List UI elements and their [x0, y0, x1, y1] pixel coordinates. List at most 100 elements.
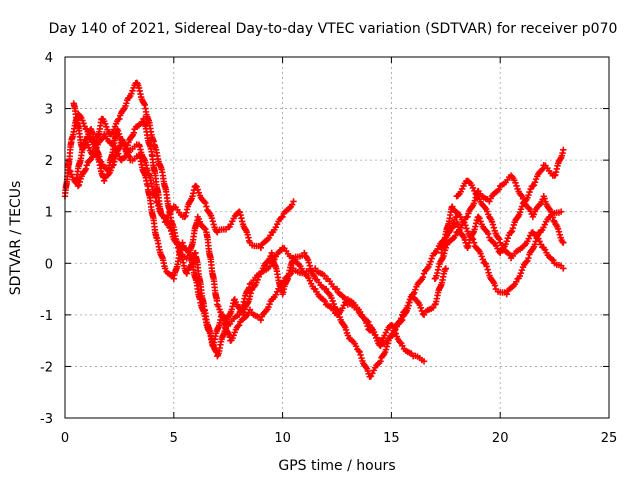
data-point-track-5	[541, 195, 548, 202]
data-point-track-3	[83, 162, 90, 169]
data-point-track-5	[556, 231, 564, 238]
data-point-track-3	[377, 358, 384, 365]
data-point-track-6	[449, 203, 456, 210]
y-axis-label: SDTVAR / TECUs	[8, 181, 24, 296]
y-tick-label: -3	[40, 412, 53, 427]
data-point-track-7	[503, 238, 510, 245]
data-point-track-4	[405, 299, 413, 306]
data-point-track-3	[258, 268, 266, 275]
data-point-track-4	[230, 332, 237, 339]
data-point-track-1	[202, 199, 209, 207]
data-point-track-1	[209, 218, 216, 225]
data-point-track-5	[508, 173, 516, 181]
data-point-track-6	[462, 222, 469, 229]
data-point-track-5	[560, 239, 567, 246]
data-point-track-7	[509, 224, 517, 232]
data-point-track-3	[306, 262, 313, 269]
data-point-track-3	[126, 153, 133, 161]
data-point-track-7	[476, 215, 483, 222]
data-point-track-5	[512, 179, 519, 187]
data-point-track-4	[83, 136, 90, 144]
data-point-track-5	[471, 197, 479, 204]
data-point-track-1	[290, 198, 297, 205]
data-point-track-7	[504, 234, 512, 242]
data-point-track-3	[382, 346, 390, 353]
data-point-track-2	[123, 100, 130, 107]
data-point-track-5	[555, 228, 563, 235]
data-point-track-3	[82, 165, 90, 173]
data-point-track-4	[419, 274, 427, 281]
data-point-track-7	[526, 188, 533, 196]
data-point-track-4	[389, 330, 396, 337]
data-point-track-2	[396, 339, 404, 346]
data-point-track-3	[66, 167, 73, 174]
data-point-track-4	[114, 127, 122, 135]
data-point-track-4	[167, 227, 175, 235]
data-point-track-7	[525, 191, 532, 199]
data-point-track-3	[100, 177, 108, 184]
data-point-track-6	[478, 253, 485, 260]
data-point-track-3	[305, 259, 313, 266]
data-point-track-4	[288, 268, 296, 276]
data-point-track-1	[257, 244, 265, 252]
data-point-track-7	[518, 203, 526, 210]
data-point-track-1	[279, 213, 286, 221]
data-point-track-3	[383, 343, 391, 350]
data-point-track-4	[130, 129, 137, 137]
data-point-track-6	[517, 270, 525, 277]
data-point-track-8	[475, 193, 482, 200]
data-point-track-4	[246, 306, 254, 313]
data-point-track-5	[452, 232, 459, 239]
data-point-track-3	[355, 347, 362, 355]
x-tick-label: 10	[274, 431, 291, 446]
data-point-track-3	[254, 276, 261, 283]
data-point-track-6	[557, 208, 565, 215]
y-tick-label: 1	[45, 206, 53, 221]
data-point-track-7	[516, 209, 524, 216]
data-point-track-6	[531, 241, 539, 248]
data-point-track-5	[517, 191, 525, 199]
data-point-track-4	[266, 301, 273, 308]
data-point-track-7	[531, 179, 539, 186]
data-point-track-8	[490, 224, 498, 231]
data-point-track-8	[495, 234, 502, 242]
data-point-track-4	[164, 219, 171, 226]
y-tick-label: 4	[45, 51, 53, 66]
data-point-track-3	[74, 182, 82, 190]
data-point-track-6	[479, 256, 486, 263]
y-tick-label: -1	[40, 309, 53, 324]
data-point-track-4	[397, 315, 405, 322]
x-tick-label: 0	[61, 431, 69, 446]
data-point-track-4	[166, 223, 173, 231]
data-point-track-5	[513, 182, 520, 190]
data-point-track-2	[202, 225, 209, 233]
data-point-track-8	[489, 221, 497, 228]
data-point-track-2	[129, 87, 136, 95]
data-point-track-6	[463, 225, 470, 232]
data-point-track-4	[257, 316, 265, 324]
data-point-track-6	[503, 291, 510, 298]
data-point-track-7	[507, 229, 515, 236]
data-point-track-3	[442, 265, 449, 272]
data-point-track-5	[536, 201, 543, 209]
data-point-track-3	[186, 251, 194, 258]
data-point-track-3	[356, 348, 363, 356]
data-point-track-2	[102, 120, 109, 128]
data-point-track-4	[157, 208, 164, 215]
data-point-track-2	[116, 115, 123, 123]
data-point-track-1	[288, 201, 296, 208]
axis-ticks: 0 5 10 15 20 25 -3 -2 -1 0 1 2 3 4	[40, 51, 617, 446]
data-point-track-7	[497, 249, 504, 257]
data-point-track-4	[427, 258, 434, 265]
data-point-track-8	[496, 236, 503, 243]
data-point-track-4	[174, 241, 181, 248]
data-point-track-6	[518, 266, 526, 274]
data-point-track-6	[523, 258, 530, 266]
data-point-track-4	[365, 318, 372, 326]
data-point-track-1	[208, 215, 216, 222]
data-point-track-3	[179, 239, 186, 246]
data-point-track-2	[420, 358, 428, 365]
data-point-track-6	[491, 282, 499, 289]
data-point-track-3	[357, 351, 364, 359]
data-point-track-3	[310, 272, 317, 279]
